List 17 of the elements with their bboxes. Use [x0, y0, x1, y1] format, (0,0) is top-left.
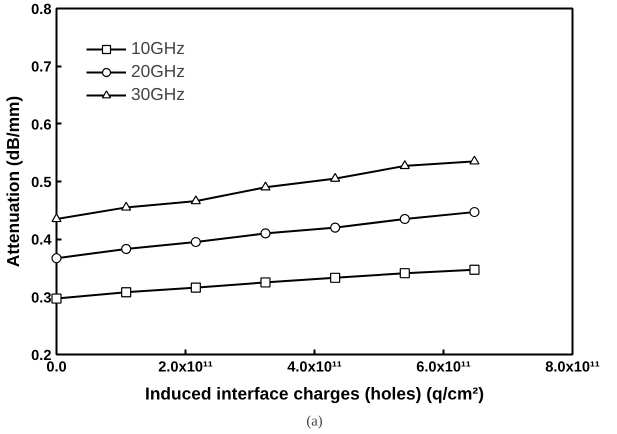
- x-tick-label: 4.0x10¹¹: [287, 360, 342, 376]
- legend-label: 20GHz: [131, 61, 185, 82]
- y-tick-label: 0.6: [31, 117, 52, 134]
- x-axis-title: Induced interface charges (holes) (q/cm²): [145, 384, 484, 404]
- legend-label: 10GHz: [131, 38, 185, 59]
- y-tick-label: 0.8: [31, 2, 52, 18]
- y-tick-label: 0.4: [31, 232, 52, 249]
- x-tick-label: 0.0: [46, 360, 67, 376]
- y-axis-title: Attenuation (dB/mm): [3, 96, 24, 268]
- y-tick-label: 0.5: [31, 175, 52, 191]
- x-tick-label: 2.0x10¹¹: [158, 360, 213, 376]
- text: (a): [306, 414, 323, 430]
- y-tick-label: 0.7: [31, 60, 52, 76]
- legend-label: 30GHz: [131, 84, 185, 105]
- y-tick-label: 0.3: [31, 290, 52, 306]
- x-tick-label: 6.0x10¹¹: [416, 360, 471, 376]
- x-tick-label: 8.0x10¹¹: [545, 360, 600, 376]
